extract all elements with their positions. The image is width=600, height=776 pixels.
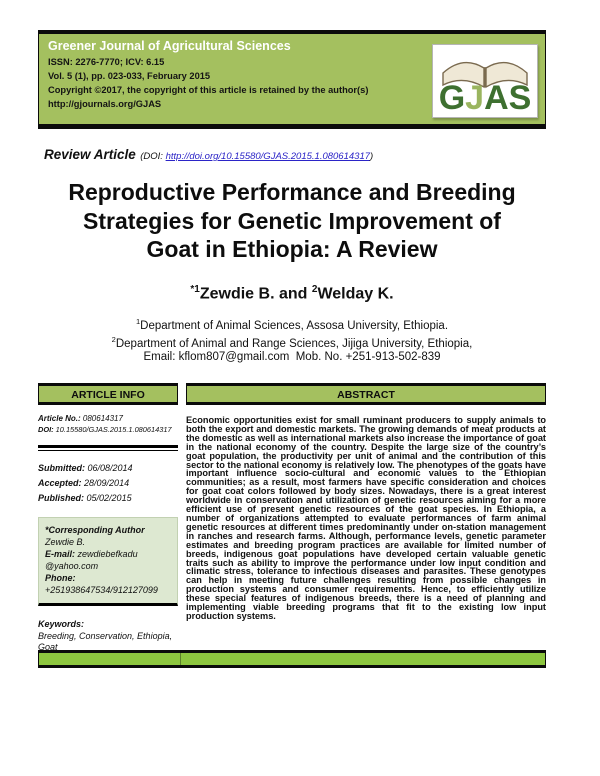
submitted-date: 06/08/2014 [87,463,133,473]
submitted-label: Submitted: [38,463,85,473]
affiliation-1: 1Department of Animal Sciences, Assosa U… [38,315,546,333]
phone-label: Phone: [45,573,76,583]
keywords-label: Keywords: [38,619,85,629]
gjas-logo: GJAS [432,44,538,118]
open-book-icon: GJAS [439,61,532,117]
journal-issn-line: ISSN: 2276-7770; ICV: 6.15 [48,57,165,67]
affiliation-1-superscript: 1 [135,317,141,326]
abstract-column: ABSTRACT Economic opportunities exist fo… [186,383,546,621]
corresponding-author-box: *Corresponding Author Zewdie B. E-mail: … [38,517,178,606]
published-date: 05/02/2015 [86,493,132,503]
accepted-label: Accepted: [38,478,82,488]
email-line: E-mail: zewdiebefkadu @yahoo.com [45,548,172,572]
affiliation-2: 2Department of Animal and Range Sciences… [38,333,546,351]
doi-link[interactable]: http://doi.org/10.15580/GJAS.2015.1.0806… [165,151,371,162]
doi-value: 10.15580/GJAS.2015.1.080614317 [55,424,172,434]
doi-line: DOI: 10.15580/GJAS.2015.1.080614317 [38,425,178,436]
author-2-name: Welday K. [317,285,394,303]
article-title-line-1: Reproductive Performance and Breeding [68,179,516,205]
doi-label: DOI: [38,424,54,434]
affiliation-2-superscript: 2 [111,334,116,344]
journal-copyright-line: Copyright ©2017, the copyright of this a… [48,85,369,95]
email-label: E-mail: [45,549,76,559]
article-type-line: Review Article (DOI: http://doi.org/10.1… [44,146,544,164]
doi-close-paren: ) [370,151,374,162]
article-number-value: 080614317 [82,414,123,423]
affiliations-block: 1Department of Animal Sciences, Assosa U… [38,315,546,364]
phone-value: +251938647534/912127099 [45,585,158,595]
accepted-date: 28/09/2014 [84,478,130,488]
abstract-text: Economic opportunities exist for small r… [186,415,546,621]
article-number-label: Article No.: [38,414,81,423]
email-value: zewdiebefkadu @yahoo.com [45,549,138,571]
doi-open-paren: (DOI: [140,151,166,162]
abstract-heading: ABSTRACT [186,383,546,405]
authors-line: *1Zewdie B. and 2Welday K. [38,284,546,303]
article-number-block: Article No.: 080614317 DOI: 10.15580/GJA… [38,414,178,435]
affiliation-2-text: Department of Animal and Range Sciences,… [115,337,473,350]
article-title: Reproductive Performance and Breeding St… [38,178,546,264]
submitted-line: Submitted: 06/08/2014 [38,461,178,476]
article-info-heading: ARTICLE INFO [38,383,178,405]
article-title-line-3: Goat in Ethiopia: A Review [146,236,438,262]
published-line: Published: 05/02/2015 [38,491,178,506]
horizontal-divider [38,445,178,451]
journal-title: Greener Journal of Agricultural Sciences [48,39,291,53]
journal-url-line: http://gjournals.org/GJAS [48,99,162,109]
bottom-divider-bar [38,650,546,668]
info-abstract-section: ARTICLE INFO Article No.: 080614317 DOI:… [38,383,546,654]
article-type-label: Review Article [44,147,136,162]
keywords-list: Breeding, Conservation, Ethiopia, Goat [38,630,173,653]
article-title-line-2: Strategies for Genetic Improvement of [83,207,501,234]
corresponding-author-name: Zewdie B. [45,537,86,547]
contact-line: Email: kflom807@gmail.com Mob. No. +251-… [143,350,441,363]
author-2-superscript: 2 [311,284,318,295]
published-label: Published: [38,493,85,503]
affiliation-1-text: Department of Animal Sciences, Assosa Un… [140,319,449,332]
keywords-block: Keywords: Breeding, Conservation, Ethiop… [38,619,178,654]
author-1-superscript: *1 [190,284,200,295]
journal-volume-line: Vol. 5 (1), pp. 023-033, February 2015 [48,71,211,81]
article-number-line: Article No.: 080614317 [38,414,178,425]
accepted-line: Accepted: 28/09/2014 [38,476,178,491]
corresponding-author-label: *Corresponding Author [45,525,145,535]
author-1-name: Zewdie B. [199,285,275,303]
doi-wrapper: (DOI: http://doi.org/10.15580/GJAS.2015.… [140,151,373,162]
gjas-logo-text: GJAS [439,79,532,117]
bottom-divider-seam [180,653,181,665]
authors-joiner: and [274,285,312,303]
journal-header-band: Greener Journal of Agricultural Sciences… [38,30,546,129]
dates-block: Submitted: 06/08/2014 Accepted: 28/09/20… [38,461,178,506]
article-info-column: ARTICLE INFO Article No.: 080614317 DOI:… [38,383,178,654]
